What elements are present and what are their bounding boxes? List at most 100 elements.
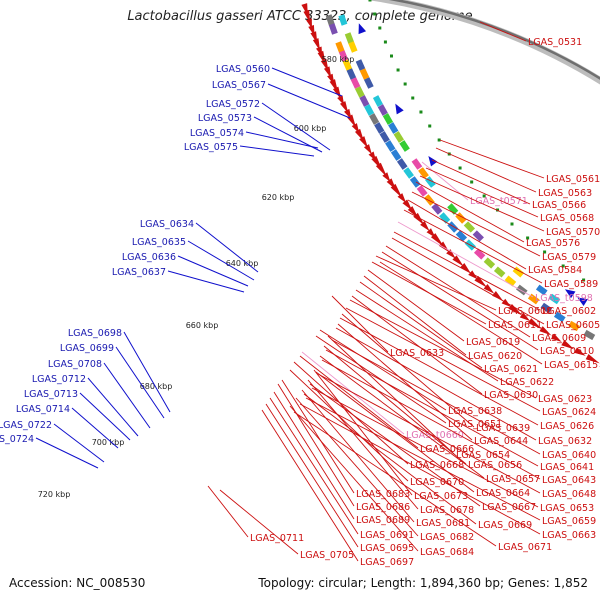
cds-arrow-forward [446, 249, 456, 259]
gene-label-forward: LGAS_0659 [542, 516, 596, 527]
feature-track [325, 14, 596, 341]
gene-label-reverse: LGAS_0573 [198, 113, 252, 124]
gene-label-forward: LGAS_0648 [542, 489, 596, 500]
feature-block [393, 131, 404, 143]
gene-label-forward: LGAS_0643 [542, 475, 596, 486]
leader-line [375, 255, 497, 311]
leader-line [323, 345, 467, 465]
gene-label-forward: LGAS_0610 [540, 346, 594, 357]
leader-line [239, 145, 315, 157]
kbp-label: 700 kbp [92, 438, 125, 447]
kbp-label: 620 kbp [262, 193, 295, 202]
leader-line [411, 191, 541, 257]
tick-dot [482, 194, 486, 198]
leader-line [379, 261, 543, 365]
leader-line [103, 362, 151, 429]
feature-block [540, 302, 553, 314]
leader-line [319, 329, 447, 411]
gene-label-forward: LGAS_0689 [356, 515, 410, 526]
feature-block [359, 68, 370, 80]
feature-block [483, 257, 496, 269]
leader-line [397, 221, 534, 298]
cds-arrow-forward [375, 162, 388, 178]
gene-label-reverse: LGAS_0637 [112, 267, 166, 278]
tick-dot [396, 68, 400, 72]
leader-line [299, 355, 419, 449]
feature-block [342, 59, 353, 71]
leader-line [331, 295, 389, 353]
leader-line [115, 346, 165, 419]
gene-label-forward: LGAS_0651 [448, 419, 502, 430]
cds-arrow-forward [474, 275, 488, 288]
kbp-label: 600 kbp [294, 124, 327, 133]
leader-line [35, 437, 99, 469]
leader-line [305, 397, 541, 521]
leader-line [167, 270, 245, 293]
leader-line [71, 407, 119, 449]
gene-label-rna: LGAS_t0660 [406, 430, 464, 441]
gene-label-forward: LGAS_0602 [542, 306, 596, 317]
leader-line [367, 269, 465, 342]
gene-label-rna: LGAS_t0571 [470, 196, 528, 207]
leader-line [327, 335, 455, 455]
gene-label-forward: LGAS_0633 [390, 348, 444, 359]
gene-label-reverse: LGAS_0699 [60, 343, 114, 354]
leader-line [281, 379, 355, 494]
leader-line [331, 339, 541, 455]
feature-block [396, 158, 408, 170]
feature-block [527, 293, 540, 305]
gene-label-forward: LGAS_0654 [456, 450, 510, 461]
tick-dot [403, 82, 407, 86]
gene-label-forward: LGAS_0621 [484, 364, 538, 375]
gene-label-forward: LGAS_0673 [414, 491, 468, 502]
gene-label-forward: LGAS_0579 [542, 252, 596, 263]
feature-block [409, 176, 421, 188]
leader-line [351, 295, 483, 395]
leader-line [337, 323, 473, 441]
feature-block [338, 50, 349, 62]
gene-label-forward: LGAS_0640 [542, 450, 596, 461]
feature-block [344, 32, 354, 44]
cds-arrow-forward [508, 303, 523, 316]
tick-dot [378, 26, 382, 30]
gene-label-forward: LGAS_0566 [532, 200, 586, 211]
genome-backbone-outer [366, 0, 600, 85]
leader-line [299, 403, 541, 535]
tick-dot [373, 12, 377, 16]
tick-dot [419, 110, 423, 114]
feature-block [399, 140, 410, 152]
feature-block [463, 221, 476, 233]
cds-arrow-forward [382, 172, 391, 183]
cds-arrow-forward [312, 38, 321, 51]
gene-label-reverse: LGAS_0722 [0, 420, 52, 431]
leader-line [479, 21, 527, 42]
gene-label-forward: LGAS_0570 [546, 227, 600, 238]
feature-block [447, 203, 459, 215]
gene-label-forward: LGAS_0611 [488, 320, 542, 331]
leader-line [123, 331, 171, 413]
gene-label-forward: LGAS_0667 [482, 502, 536, 513]
feature-block [328, 23, 338, 35]
leader-line [407, 199, 527, 270]
gene-label-reverse: LGAS_0724 [0, 434, 34, 445]
gene-label-forward: LGAS_0531 [528, 37, 582, 48]
tick-dot [561, 264, 565, 268]
tick-dot [526, 236, 530, 240]
feature-block [377, 104, 388, 116]
cds-arrow-forward [492, 291, 503, 301]
feature-block [568, 320, 580, 332]
feature-block [355, 59, 366, 71]
tick-dot [458, 166, 462, 170]
gene-label-reverse: LGAS_0634 [140, 219, 194, 230]
tick-dot [389, 54, 393, 58]
feature-block [325, 14, 335, 26]
feature-block [390, 149, 402, 161]
gene-label-forward: LGAS_0644 [474, 436, 528, 447]
leader-line [307, 379, 419, 510]
gene-label-forward: LGAS_0608 [498, 306, 552, 317]
leader-line [381, 251, 539, 351]
gene-label-forward: LGAS_0686 [356, 502, 410, 513]
leader-line [425, 167, 539, 218]
